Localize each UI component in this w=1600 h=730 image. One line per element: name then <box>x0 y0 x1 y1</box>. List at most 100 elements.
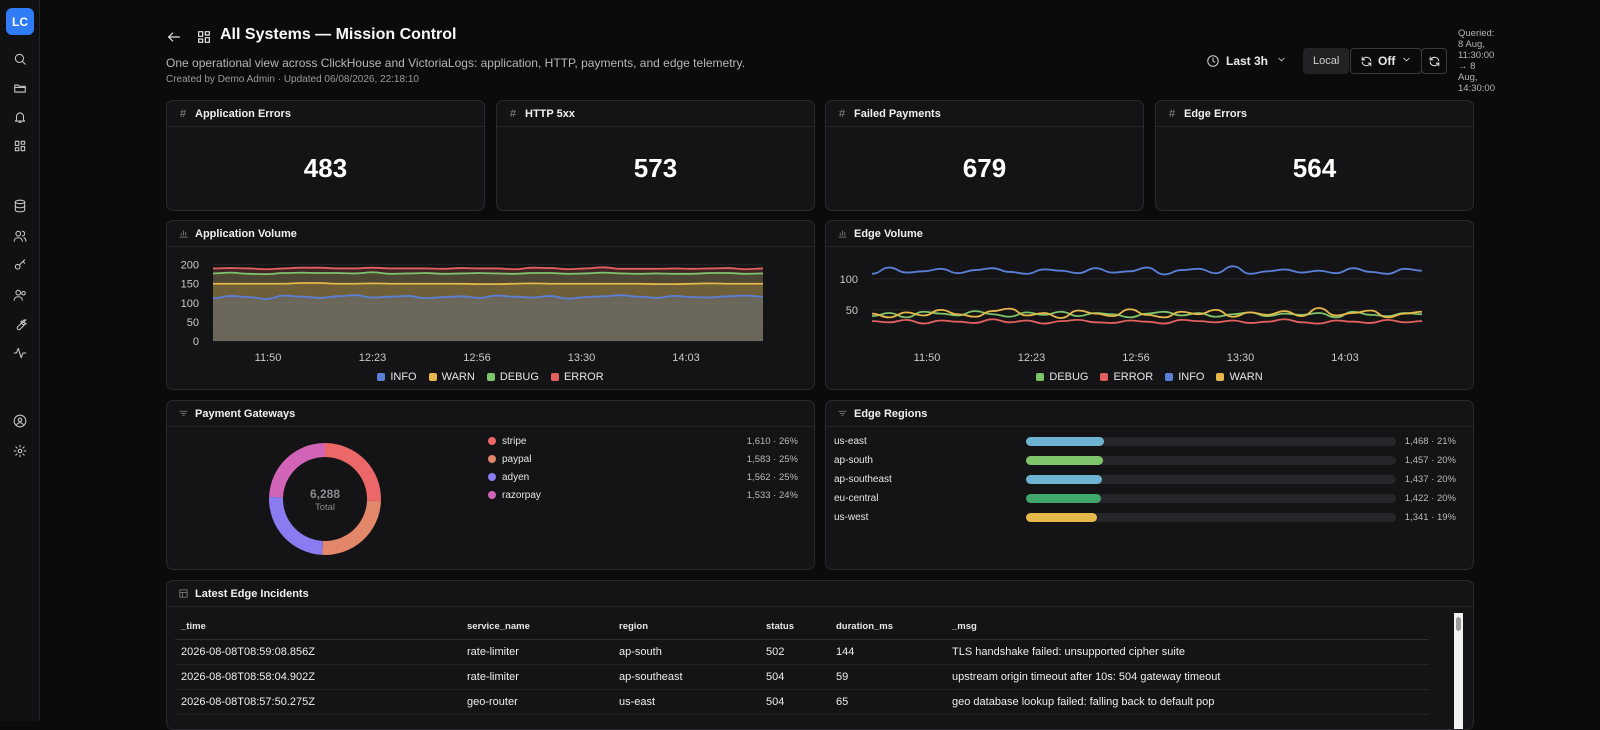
bar-chart-icon <box>177 228 189 240</box>
region-bar-track <box>1026 512 1396 522</box>
legend-label: ERROR <box>563 371 604 383</box>
gateway-row[interactable]: razorpay 1,533 · 24% <box>488 488 798 502</box>
gateway-row[interactable]: stripe 1,610 · 26% <box>488 434 798 448</box>
key-icon[interactable] <box>11 256 29 274</box>
legend-item[interactable]: WARN <box>428 371 475 383</box>
time-range-select[interactable]: Last 3h <box>1206 48 1287 74</box>
table-row[interactable]: 2026-08-08T08:58:04.902Z rate-limiter ap… <box>175 664 1429 690</box>
cell-service: geo-router <box>461 689 613 715</box>
column-header[interactable]: _msg <box>946 615 1429 640</box>
x-tick-label: 11:50 <box>255 352 282 364</box>
auto-refresh-select[interactable]: Off <box>1350 48 1423 74</box>
region-name: eu-central <box>834 492 879 504</box>
panel-title: Edge Errors <box>1184 107 1247 120</box>
hash-icon: # <box>1168 107 1176 120</box>
cell-duration: 65 <box>830 689 946 715</box>
column-header[interactable]: service_name <box>461 615 613 640</box>
bar-chart-icon <box>836 228 848 240</box>
y-tick-label: 100 <box>840 274 858 286</box>
gateway-name: razorpay <box>502 489 541 501</box>
gateway-value: 1,610 · 26% <box>746 435 798 447</box>
app-logo[interactable]: LC <box>6 8 34 35</box>
series-line-debug <box>212 271 764 276</box>
gateway-dot <box>488 455 496 463</box>
legend-item[interactable]: ERROR <box>1100 371 1153 383</box>
region-row[interactable]: ap-south 1,457 · 20% <box>834 453 1456 467</box>
refresh-icon <box>1429 56 1439 66</box>
donut-slice-adyen <box>269 496 323 555</box>
users-icon[interactable] <box>11 227 29 245</box>
stat-panel-failed-payments: # Failed Payments 679 <box>825 100 1144 211</box>
stat-panel-edge-errors: # Edge Errors 564 <box>1155 100 1474 211</box>
stat-panel-application-errors: # Application Errors 483 <box>166 100 485 211</box>
chevron-down-icon <box>1401 54 1412 68</box>
user-circle-icon[interactable] <box>11 412 29 430</box>
folder-icon[interactable] <box>11 79 29 97</box>
stat-value: 564 <box>1292 153 1337 183</box>
panel-title: Failed Payments <box>854 107 941 120</box>
donut-slice-paypal <box>322 500 381 555</box>
gateway-dot <box>488 437 496 445</box>
x-tick-label: 12:56 <box>1122 352 1150 364</box>
column-header[interactable]: status <box>760 615 830 640</box>
dashboard-icon[interactable] <box>11 137 29 155</box>
region-row[interactable]: eu-central 1,422 · 20% <box>834 491 1456 505</box>
scrollbar-thumb[interactable] <box>1456 617 1461 631</box>
region-value: 1,457 · 20% <box>1404 454 1456 466</box>
refresh-button[interactable] <box>1421 48 1447 74</box>
timezone-toggle[interactable]: Local <box>1303 48 1350 74</box>
region-bar-track <box>1026 455 1396 465</box>
gateway-row[interactable]: paypal 1,583 · 25% <box>488 452 798 466</box>
back-arrow-icon[interactable] <box>166 29 182 45</box>
donut-total-label: Total <box>315 502 335 513</box>
legend-item[interactable]: DEBUG <box>486 371 539 383</box>
legend-swatch <box>1216 373 1225 381</box>
legend-item[interactable]: ERROR <box>550 371 604 383</box>
table-row[interactable]: 2026-08-08T08:59:08.856Z rate-limiter ap… <box>175 639 1429 665</box>
stat-value: 679 <box>962 153 1007 183</box>
search-icon[interactable] <box>11 50 29 68</box>
area-warn <box>213 282 763 341</box>
team-icon[interactable] <box>11 286 29 304</box>
table-scrollbar[interactable] <box>1454 613 1463 729</box>
application-volume-chart: 0 50 100 150 200 11:50 12:23 12:56 13:30 14:03 <box>181 260 764 364</box>
legend-item[interactable]: DEBUG <box>1036 371 1088 383</box>
y-tick-label: 150 <box>181 279 199 291</box>
region-bar-track <box>1026 474 1396 484</box>
column-header[interactable]: duration_ms <box>830 615 946 640</box>
table-icon <box>177 588 189 600</box>
hash-icon: # <box>179 107 187 120</box>
legend-item[interactable]: INFO <box>377 371 417 383</box>
bell-icon[interactable] <box>11 108 29 126</box>
series-line-info <box>871 265 1423 276</box>
chart-panel-payment-gateways: Payment Gateways 6,288 Total stripe 1,610 … <box>166 400 815 570</box>
region-name: ap-south <box>834 454 873 466</box>
table-row[interactable]: 2026-08-08T08:57:50.275Z geo-router us-e… <box>175 689 1429 715</box>
panel-title: Application Volume <box>195 227 297 240</box>
refresh-icon <box>1361 56 1372 66</box>
wrench-icon[interactable] <box>11 315 29 333</box>
cell-time: 2026-08-08T08:58:04.902Z <box>175 664 461 690</box>
region-row[interactable]: us-west 1,341 · 19% <box>834 510 1456 524</box>
stat-panel-http-5xx: # HTTP 5xx 573 <box>496 100 815 211</box>
clock-icon <box>1207 55 1219 67</box>
settings-icon[interactable] <box>11 442 29 460</box>
x-tick-label: 12:23 <box>359 352 387 364</box>
cell-msg: upstream origin timeout after 10s: 504 g… <box>946 664 1429 690</box>
activity-icon[interactable] <box>11 344 29 362</box>
region-bar <box>1026 474 1102 484</box>
region-row[interactable]: us-east 1,468 · 21% <box>834 434 1456 448</box>
panel-title: Latest Edge Incidents <box>195 587 309 600</box>
region-name: us-west <box>834 511 869 523</box>
x-tick-label: 13:30 <box>568 352 596 364</box>
database-icon[interactable] <box>11 197 29 215</box>
cell-msg: geo database lookup failed: falling back… <box>946 689 1429 715</box>
legend-item[interactable]: WARN <box>1216 371 1263 383</box>
region-row[interactable]: ap-southeast 1,437 · 20% <box>834 472 1456 486</box>
y-tick-label: 0 <box>193 336 199 348</box>
legend-item[interactable]: INFO <box>1165 371 1204 383</box>
gateway-row[interactable]: adyen 1,562 · 25% <box>488 470 798 484</box>
column-header[interactable]: _time <box>175 615 461 640</box>
column-header[interactable]: region <box>613 615 760 640</box>
cell-msg: TLS handshake failed: unsupported cipher… <box>946 639 1429 665</box>
